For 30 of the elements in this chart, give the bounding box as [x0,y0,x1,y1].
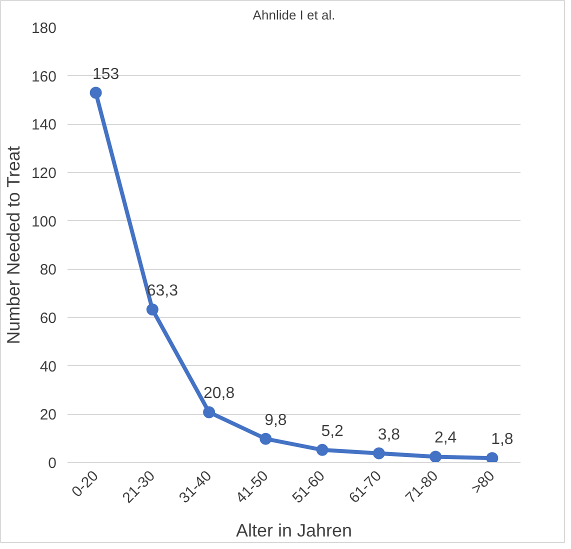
point [316,444,328,456]
y-tick-label: 120 [31,165,57,182]
data-label: 3,8 [378,426,400,444]
data-label: 1,8 [491,431,514,448]
y-tick-label: 180 [31,20,57,37]
y-axis-title: Number Needed to Treat [3,146,24,344]
y-tick-label: 60 [40,310,57,327]
data-label: 153 [92,66,120,83]
point [372,447,385,460]
data-label: 5,2 [321,422,344,440]
x-axis-title: Alter in Jahren [236,520,352,541]
point [430,450,442,462]
y-tick-label: 100 [31,213,57,230]
point [146,304,158,316]
data-label: 20,8 [203,385,235,402]
data-label: 2,4 [434,430,457,447]
data-label: 9,8 [264,412,287,429]
point [203,406,216,418]
y-tick-label: 0 [48,455,56,472]
x-tick-label: >80 [468,467,498,498]
point [486,452,498,462]
y-tick-label: 20 [40,406,57,424]
y-tick-label: 160 [31,68,57,86]
point [90,86,102,99]
y-tick-label: 40 [40,358,57,376]
y-tick-label: 140 [31,116,57,134]
point [260,432,272,445]
chart-title: Ahnlide I et al. [252,8,336,22]
x-tick-label: 0-20 [68,467,102,501]
y-tick-label: 80 [40,262,57,279]
